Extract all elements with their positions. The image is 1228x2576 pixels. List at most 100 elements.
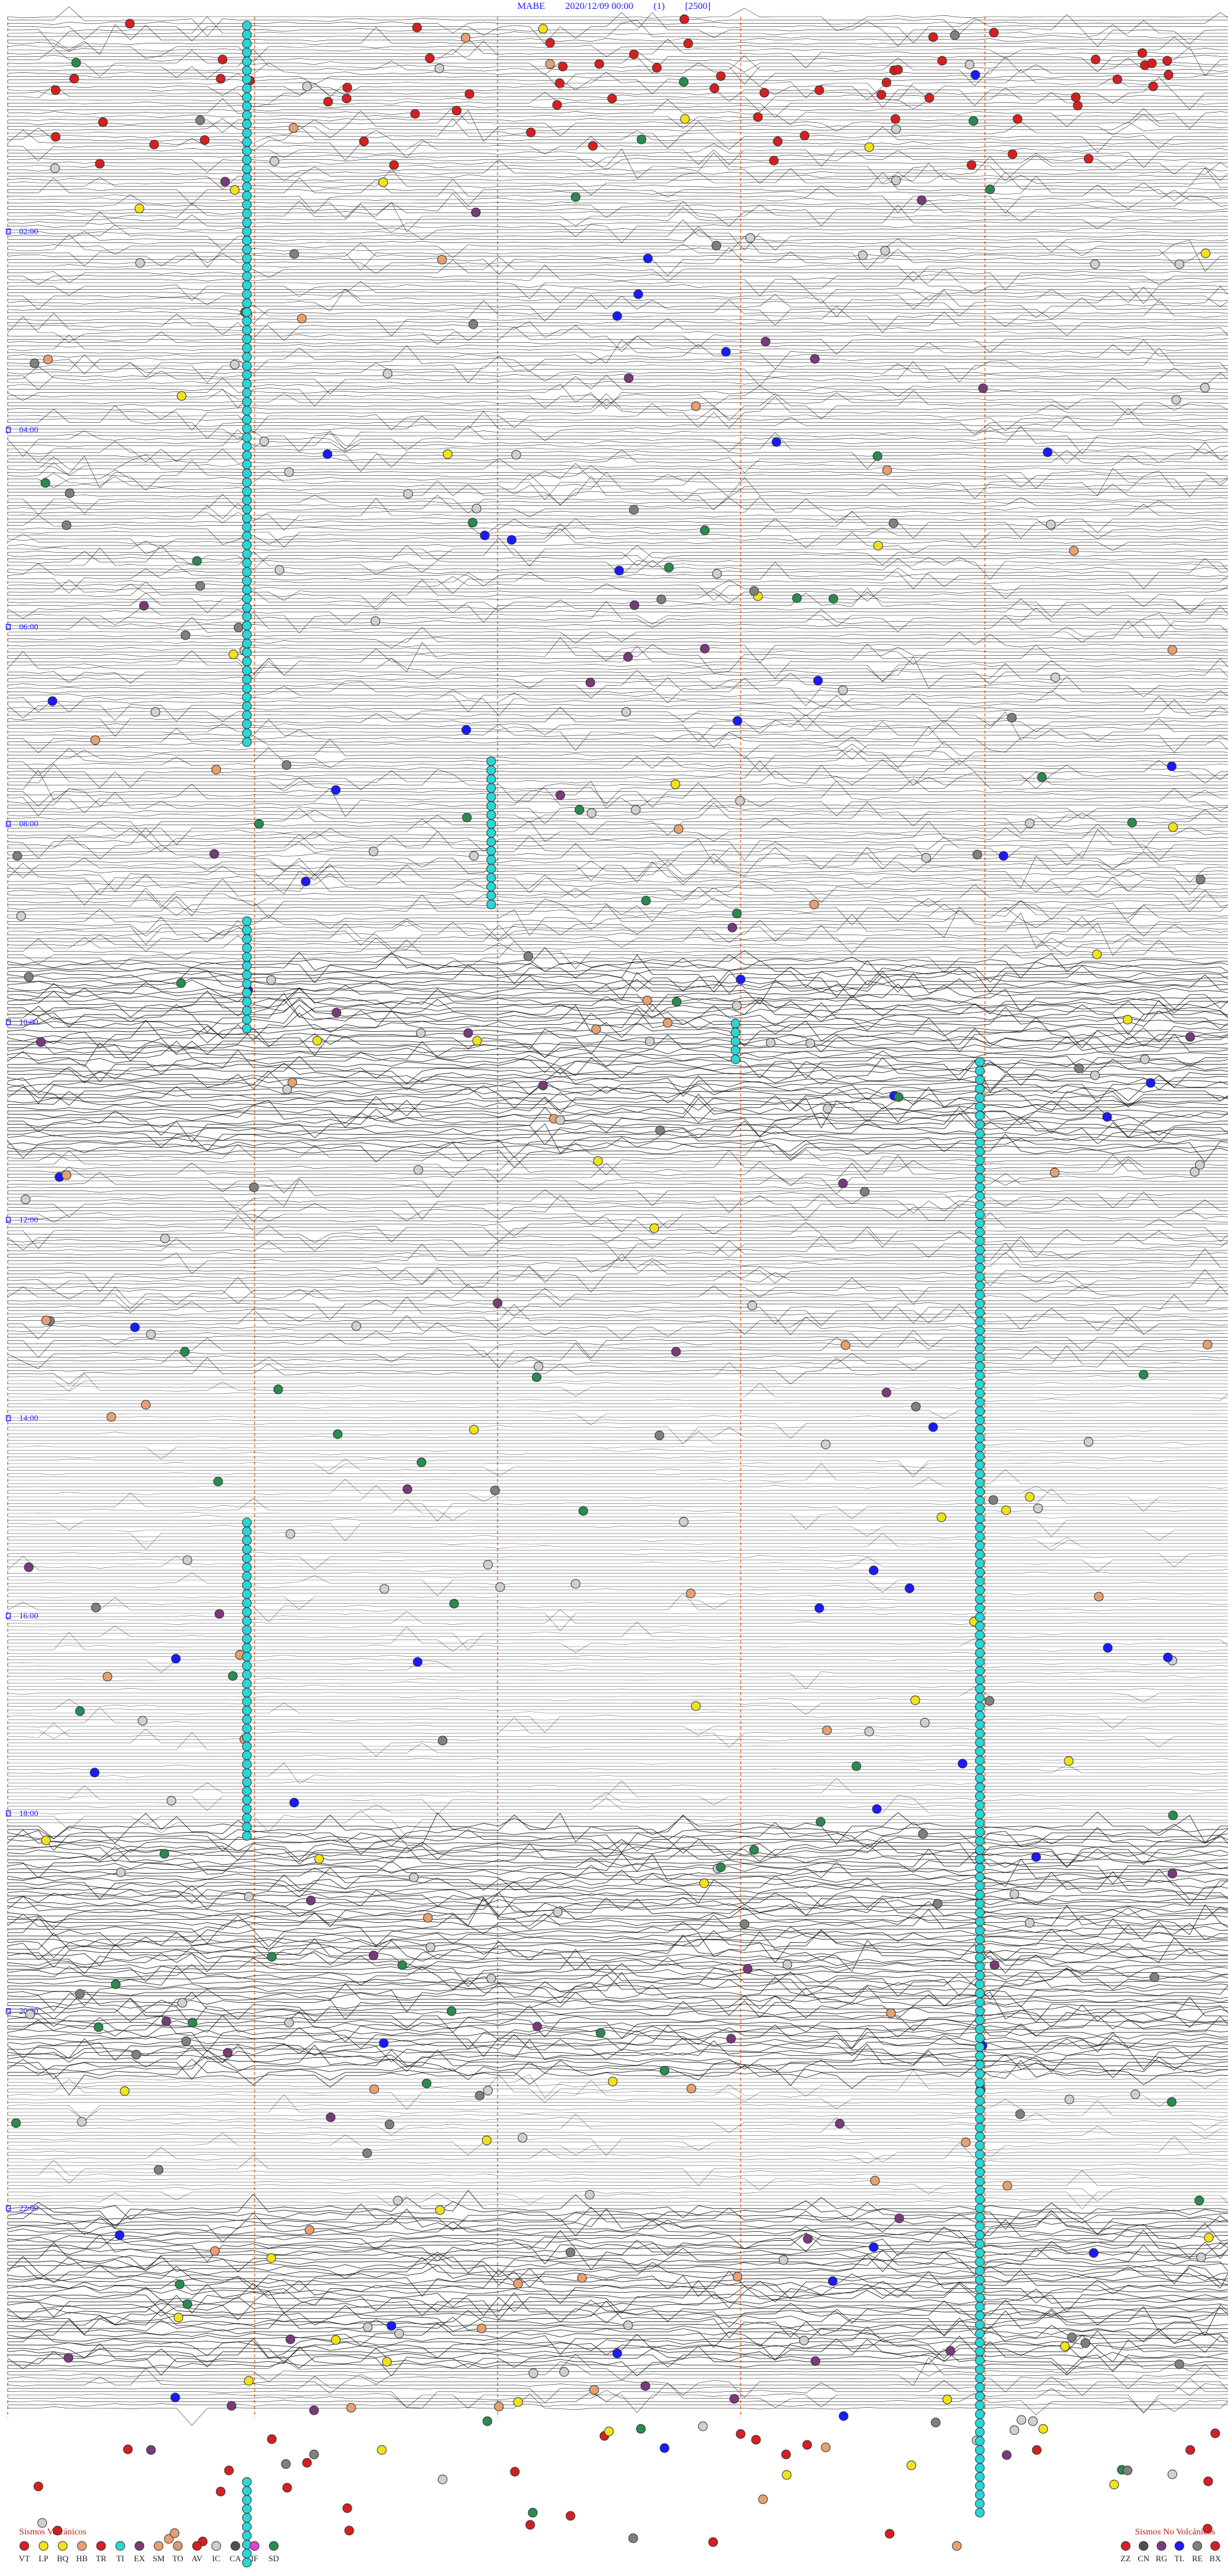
trace-line bbox=[7, 189, 1228, 209]
event-marker bbox=[1012, 114, 1023, 124]
event-marker bbox=[216, 74, 226, 84]
tremor-marker bbox=[975, 1388, 985, 1398]
trace-line bbox=[8, 1681, 1228, 1684]
event-marker bbox=[880, 246, 890, 256]
event-marker bbox=[585, 2190, 595, 2200]
trace-line bbox=[8, 1426, 1228, 1439]
event-marker bbox=[936, 1512, 947, 1522]
legend-swatch bbox=[1138, 2541, 1149, 2551]
trace-line bbox=[7, 136, 1228, 167]
event-marker bbox=[673, 824, 684, 834]
tremor-marker bbox=[975, 1728, 985, 1739]
trace-line bbox=[8, 2114, 1228, 2139]
event-marker bbox=[472, 1036, 482, 1046]
trace-line bbox=[8, 148, 1228, 184]
trace-line bbox=[7, 2060, 1228, 2096]
event-marker bbox=[244, 2376, 254, 2386]
event-marker bbox=[1204, 2232, 1214, 2243]
trace-line bbox=[8, 1075, 1228, 1106]
trace-line bbox=[8, 2403, 1228, 2407]
tremor-marker bbox=[975, 1146, 985, 1157]
trace-line bbox=[8, 1248, 1228, 1283]
trace-line bbox=[8, 1655, 1228, 1657]
trace-line bbox=[8, 1812, 1228, 1845]
event-marker bbox=[732, 1000, 742, 1011]
trace-line bbox=[8, 1154, 1228, 1173]
event-marker bbox=[434, 63, 445, 74]
tremor-marker bbox=[975, 2230, 985, 2240]
event-marker bbox=[416, 1028, 426, 1038]
trace-line bbox=[8, 75, 1228, 85]
trace-line bbox=[8, 860, 1228, 892]
tremor-marker bbox=[242, 2522, 252, 2532]
event-marker bbox=[177, 391, 187, 401]
event-marker bbox=[131, 2050, 141, 2060]
trace-line bbox=[8, 1428, 1228, 1432]
trace-line bbox=[8, 1639, 1228, 1652]
trace-line bbox=[7, 1224, 1228, 1252]
trace-line bbox=[8, 2117, 1228, 2121]
trace-line bbox=[8, 2137, 1228, 2156]
trace-line bbox=[8, 274, 1228, 290]
trace-line bbox=[7, 1229, 1228, 1258]
trace-line bbox=[7, 154, 1228, 168]
trace-line bbox=[8, 2300, 1228, 2337]
time-label: 06:00 bbox=[19, 622, 38, 631]
trace-line bbox=[8, 78, 1228, 95]
trace-line bbox=[7, 2261, 1228, 2291]
trace-line bbox=[8, 230, 1228, 253]
trace-line bbox=[7, 26, 1228, 52]
trace-line bbox=[8, 1107, 1228, 1137]
event-marker bbox=[553, 1907, 563, 1917]
trace-line bbox=[7, 2280, 1228, 2316]
event-marker bbox=[492, 1298, 503, 1308]
trace-line bbox=[8, 690, 1228, 704]
tremor-marker bbox=[975, 1397, 985, 1407]
trace-line bbox=[8, 1812, 1228, 1845]
trace-line bbox=[8, 83, 1228, 113]
event-marker bbox=[1167, 761, 1177, 771]
trace-line bbox=[7, 393, 1228, 420]
tremor-marker bbox=[975, 2454, 985, 2464]
tremor-marker bbox=[975, 2427, 985, 2437]
event-marker bbox=[1200, 248, 1211, 258]
trace-line bbox=[8, 642, 1228, 674]
event-marker bbox=[368, 846, 379, 857]
event-marker bbox=[727, 922, 737, 933]
trace-line bbox=[8, 626, 1228, 637]
tremor-marker bbox=[242, 289, 252, 299]
trace-line bbox=[8, 1755, 1228, 1757]
tremor-marker bbox=[975, 1209, 985, 1219]
tremor-marker bbox=[975, 2042, 985, 2052]
trace-line bbox=[8, 442, 1228, 473]
tremor-marker bbox=[975, 2373, 985, 2383]
trace-line bbox=[7, 1134, 1228, 1168]
trace-line bbox=[7, 2043, 1228, 2071]
event-marker bbox=[475, 2090, 485, 2101]
trace-line bbox=[8, 24, 1228, 55]
trace-line bbox=[7, 2391, 1228, 2415]
tremor-marker bbox=[242, 1589, 252, 1599]
trace-line bbox=[7, 494, 1228, 518]
legend-swatch bbox=[115, 2541, 125, 2551]
event-marker bbox=[950, 30, 960, 40]
legend-swatch bbox=[211, 2541, 221, 2551]
trace-line bbox=[7, 1034, 1228, 1054]
trace-line bbox=[8, 121, 1228, 149]
trace-line bbox=[7, 1934, 1228, 1968]
event-marker bbox=[964, 59, 975, 70]
trace-line bbox=[7, 129, 1228, 161]
trace-line bbox=[8, 637, 1228, 674]
event-marker bbox=[1203, 2476, 1213, 2486]
event-marker bbox=[468, 518, 478, 528]
event-marker bbox=[1195, 874, 1206, 885]
tremor-marker bbox=[975, 1308, 985, 1318]
trace-line bbox=[8, 494, 1228, 504]
event-marker bbox=[102, 1671, 113, 1682]
trace-line bbox=[8, 1948, 1228, 1987]
trace-line bbox=[7, 1876, 1228, 1893]
tremor-marker bbox=[975, 1093, 985, 1103]
tremor-marker bbox=[242, 612, 252, 622]
trace-line bbox=[7, 897, 1228, 926]
